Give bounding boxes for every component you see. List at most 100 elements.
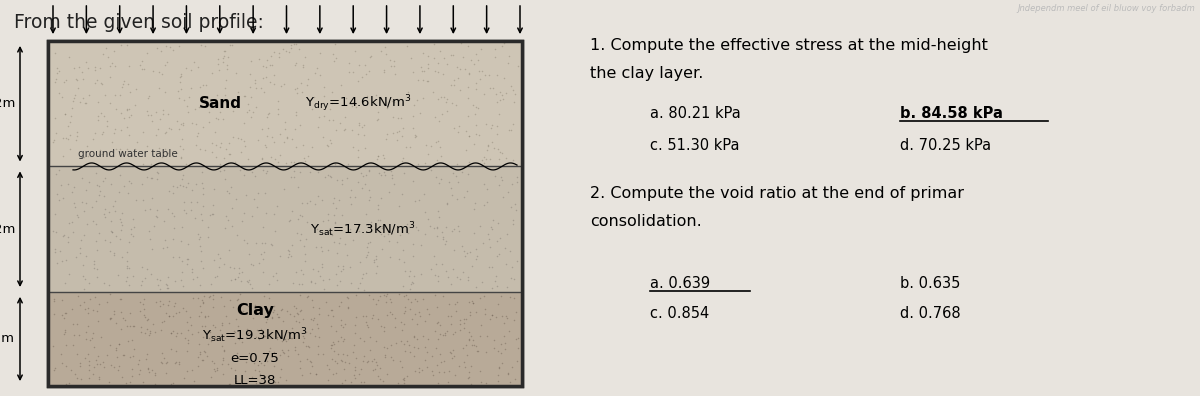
Point <box>276 160 295 166</box>
Point <box>121 180 140 186</box>
Point <box>215 48 234 54</box>
Point <box>72 198 91 205</box>
Point <box>306 333 325 339</box>
Point <box>396 291 415 298</box>
Point <box>368 373 388 379</box>
Point <box>230 291 250 297</box>
Point <box>256 333 275 339</box>
Point <box>329 263 348 269</box>
Point <box>318 362 337 368</box>
Point <box>466 122 485 128</box>
Point <box>371 292 390 299</box>
Point <box>292 307 311 313</box>
Point <box>49 68 68 74</box>
Point <box>296 343 316 349</box>
Point <box>271 366 290 372</box>
Point <box>143 246 162 252</box>
Point <box>314 112 334 119</box>
Point <box>104 48 124 54</box>
Point <box>104 130 124 137</box>
Point <box>308 65 328 72</box>
Point <box>186 106 205 112</box>
Point <box>44 298 64 305</box>
Point <box>199 328 218 334</box>
Point <box>92 131 112 137</box>
Point <box>110 127 130 133</box>
Point <box>194 191 214 197</box>
Point <box>196 349 215 355</box>
Point <box>482 312 502 318</box>
Point <box>257 168 276 174</box>
Point <box>229 270 248 276</box>
Point <box>286 61 305 68</box>
Point <box>281 335 300 342</box>
Point <box>227 316 246 322</box>
Point <box>290 358 310 364</box>
Text: d. 70.25 kPa: d. 70.25 kPa <box>900 138 991 153</box>
Point <box>137 351 156 358</box>
Point <box>133 180 152 187</box>
Point <box>92 80 112 86</box>
Point <box>264 139 283 145</box>
Text: ground water table: ground water table <box>78 149 178 160</box>
Point <box>490 365 509 371</box>
Point <box>332 317 352 323</box>
Point <box>198 234 217 241</box>
Point <box>383 310 402 317</box>
Point <box>341 201 360 207</box>
Point <box>466 80 485 86</box>
Point <box>251 251 270 257</box>
Point <box>167 310 186 316</box>
Point <box>290 308 310 314</box>
Point <box>55 329 74 335</box>
Point <box>424 41 443 47</box>
Point <box>232 135 251 142</box>
Point <box>504 99 523 105</box>
Point <box>74 76 94 83</box>
Point <box>74 299 94 305</box>
Point <box>491 173 510 180</box>
Point <box>493 95 512 102</box>
Point <box>498 59 517 66</box>
Point <box>131 367 150 374</box>
Point <box>452 169 472 175</box>
Point <box>323 370 342 377</box>
Point <box>127 196 146 203</box>
Point <box>60 132 79 139</box>
Point <box>395 375 414 381</box>
Point <box>118 338 137 344</box>
Point <box>164 213 184 219</box>
Point <box>340 69 359 75</box>
Point <box>298 200 317 206</box>
Point <box>116 379 136 386</box>
Point <box>168 118 187 124</box>
Point <box>80 358 100 364</box>
Point <box>254 224 274 230</box>
Point <box>504 86 523 93</box>
Point <box>71 301 90 308</box>
Point <box>331 82 350 88</box>
Point <box>239 276 258 283</box>
Point <box>103 229 122 235</box>
Point <box>103 152 122 159</box>
Point <box>436 241 455 247</box>
Point <box>348 179 367 185</box>
Point <box>416 141 436 148</box>
Point <box>133 379 152 385</box>
Point <box>76 100 95 106</box>
Point <box>252 155 271 162</box>
Point <box>190 351 209 358</box>
Point <box>106 63 125 69</box>
Point <box>328 177 347 183</box>
Point <box>490 89 509 95</box>
Point <box>234 93 253 99</box>
Point <box>203 358 222 364</box>
Point <box>148 126 167 133</box>
Point <box>487 123 506 129</box>
Point <box>53 258 72 264</box>
Point <box>474 91 493 97</box>
Point <box>188 129 208 136</box>
Point <box>284 347 304 354</box>
Point <box>458 70 478 76</box>
Point <box>470 223 490 229</box>
